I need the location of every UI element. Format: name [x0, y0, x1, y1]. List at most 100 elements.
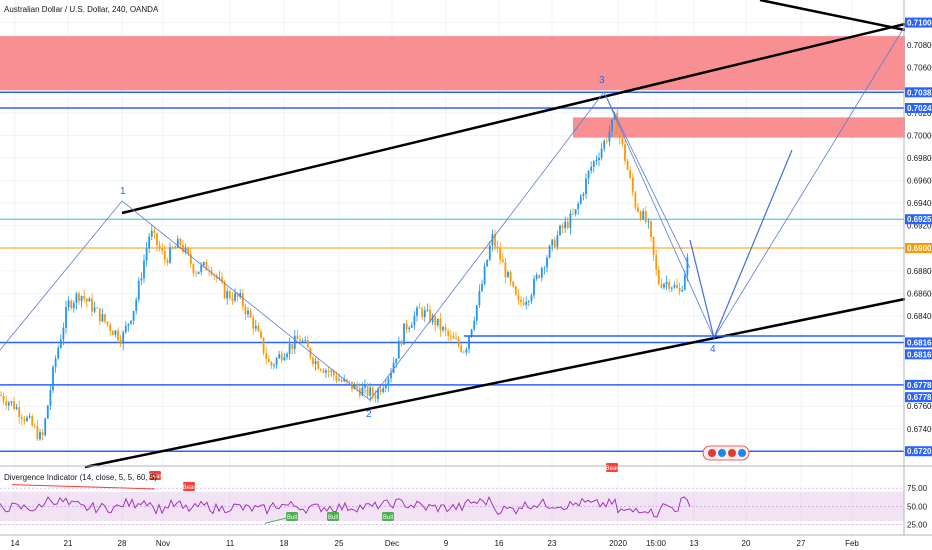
signal-badge: [149, 471, 161, 480]
candle-body: [673, 284, 676, 288]
indicator-tick-label: 75.00: [907, 484, 928, 493]
candle-body: [312, 357, 314, 365]
candle-body: [644, 211, 647, 223]
candle-body: [83, 295, 86, 299]
candle-body: [200, 265, 203, 272]
candle-body: [202, 262, 205, 266]
candle-body: [410, 325, 413, 328]
candle-body: [49, 390, 52, 406]
candle-body: [483, 266, 486, 284]
candle-body: [20, 417, 23, 420]
candle-body: [603, 140, 606, 149]
candle-body: [78, 293, 80, 301]
candle-body: [423, 310, 426, 317]
candle-body: [579, 195, 582, 204]
candle-body: [26, 417, 28, 422]
candle-body: [538, 274, 541, 278]
candle-body: [184, 247, 187, 252]
candle-body: [621, 137, 624, 145]
candle-body: [670, 287, 673, 289]
candle-body: [54, 358, 57, 368]
candle-body: [585, 178, 587, 194]
price-tag-label: 0.69257: [907, 215, 932, 224]
indicator-title: Divergence Indicator (14, close, 5, 5, 6…: [4, 473, 157, 482]
candle-body: [356, 384, 359, 389]
candle-body: [330, 370, 333, 372]
candle-body: [462, 351, 465, 353]
candle-body: [475, 305, 478, 321]
candle-body: [587, 170, 590, 179]
candle-body: [135, 299, 138, 311]
candle-body: [176, 238, 179, 248]
candle-body: [426, 309, 429, 311]
candle-body: [520, 299, 522, 303]
x-tick-label: 2020: [609, 539, 627, 548]
currency-badge: [702, 445, 750, 461]
candle-body: [504, 262, 507, 278]
candle-body: [496, 246, 499, 249]
candle-body: [327, 370, 330, 372]
candle-body: [543, 267, 546, 269]
candle-body: [317, 361, 320, 370]
candle-body: [122, 332, 125, 344]
bear-divergence-line: [11, 484, 156, 490]
candle-body: [668, 281, 671, 289]
candle-body: [660, 284, 663, 288]
candle-body: [540, 268, 543, 278]
candle-body: [535, 274, 538, 279]
candle-body: [392, 362, 395, 373]
x-tick-label: Dec: [385, 539, 399, 548]
candle-body: [470, 329, 473, 337]
candle-body: [31, 416, 34, 426]
x-tick-label: 15:00: [646, 539, 667, 548]
candle-body: [205, 262, 208, 271]
candle-body: [91, 298, 93, 312]
candle-body: [512, 281, 515, 287]
indicator-line: [0, 495, 691, 518]
candle-body: [72, 303, 75, 309]
candle-body: [460, 345, 463, 352]
candle-body: [145, 248, 148, 261]
price-tag: [905, 102, 932, 113]
candle-body: [119, 340, 122, 344]
candle-body: [254, 325, 257, 329]
candle-body: [280, 354, 283, 361]
x-tick-label: 25: [335, 539, 344, 548]
wave-label-2: 2: [366, 409, 372, 420]
candle-body: [611, 119, 613, 132]
candle-body: [234, 293, 236, 301]
candle-body: [93, 307, 96, 312]
candle-body: [304, 340, 307, 342]
candle-body: [468, 336, 470, 350]
candle-body: [36, 426, 39, 440]
candle-body: [338, 379, 340, 381]
x-tick-label: 16: [495, 539, 504, 548]
indicator-pane: Bear Bear Bull Bull Bull Bear: [0, 463, 904, 526]
candle-body: [18, 407, 21, 418]
candle-body: [85, 298, 88, 302]
candle-body: [236, 293, 239, 297]
candle-body: [301, 340, 304, 342]
candle-body: [325, 370, 327, 373]
candle-body: [452, 335, 455, 339]
projection-path: [689, 149, 793, 340]
candle-body: [403, 323, 405, 345]
candle-body: [457, 339, 460, 346]
candle-body: [197, 271, 200, 274]
candle-body: [447, 330, 450, 336]
candle-body: [332, 370, 335, 376]
candle-body: [566, 221, 569, 228]
candle-body: [241, 293, 244, 307]
candle-body: [556, 235, 559, 247]
candle-body: [182, 244, 184, 252]
candle-body: [572, 213, 574, 215]
channel-upper-line: [121, 22, 906, 215]
candle-body: [33, 425, 36, 427]
candle-body: [130, 320, 132, 324]
signal-badge: [327, 512, 339, 521]
candle-body: [286, 353, 288, 358]
price-tag-label: 0.70243: [907, 104, 932, 113]
candle-body: [109, 324, 112, 332]
candle-body: [314, 361, 317, 365]
